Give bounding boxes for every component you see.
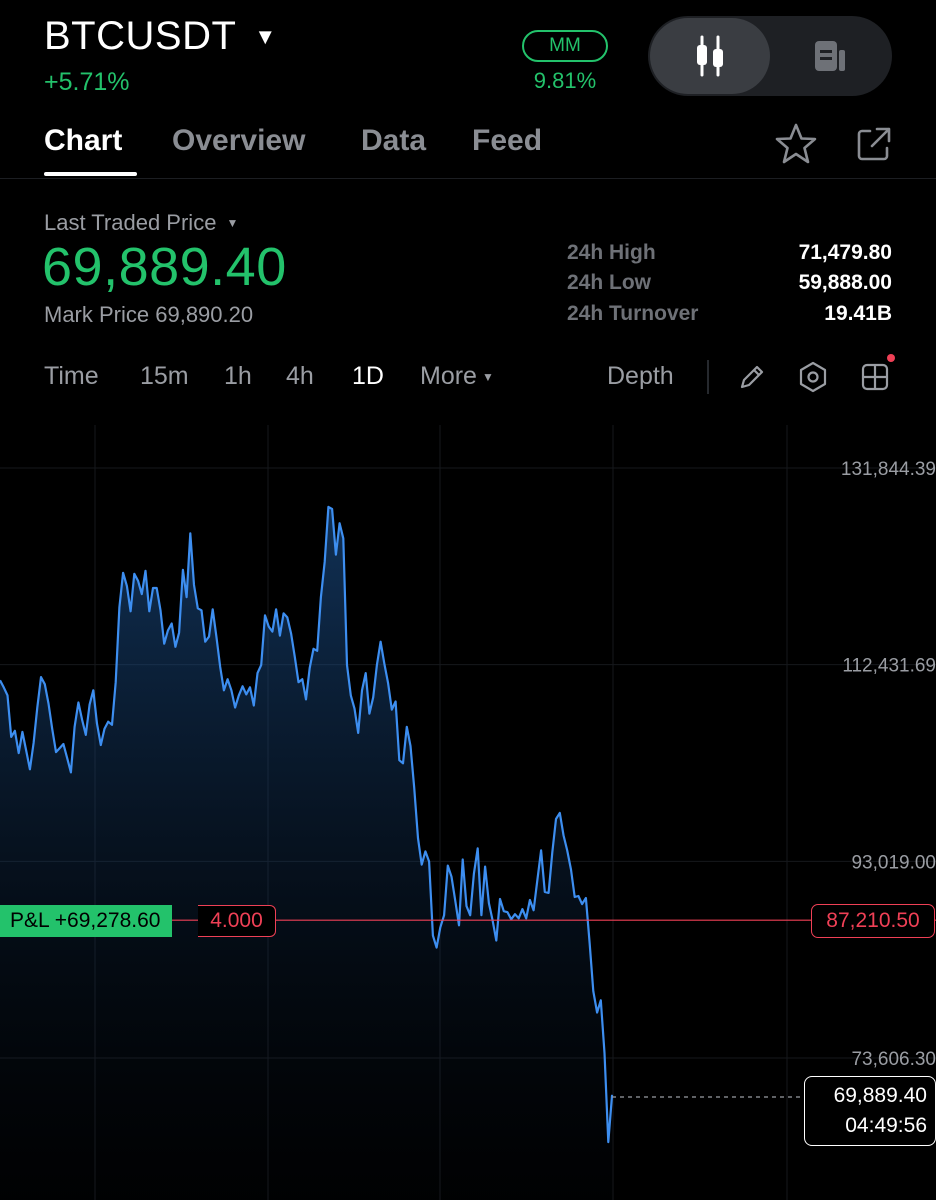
tab-feed[interactable]: Feed (472, 124, 543, 157)
price-change-percent: +5.71% (44, 68, 130, 96)
stat-label-24h-low: 24h Low (567, 271, 652, 294)
y-axis-tick-label: 131,844.39 (841, 459, 936, 480)
stat-value-24h-high: 71,479.80 (798, 241, 892, 264)
position-quantity[interactable]: 4.000 (198, 905, 276, 937)
caret-down-icon: ▼ (481, 369, 494, 384)
mark-price: Mark Price 69,890.20 (44, 302, 254, 327)
symbol-name: BTCUSDT (44, 14, 237, 58)
tab-data[interactable]: Data (361, 124, 427, 157)
favorite-star-icon[interactable] (772, 120, 820, 168)
pencil-icon[interactable] (735, 360, 769, 394)
mm-value: 9.81% (533, 68, 597, 93)
candlestick-icon (697, 35, 723, 77)
tab-chart[interactable]: Chart (44, 124, 123, 157)
toolbar-divider (707, 360, 709, 394)
price-area-fill (0, 506, 612, 1200)
interval-15m[interactable]: 15m (140, 362, 189, 390)
last-price-value: 69,889.40 (833, 1084, 927, 1107)
y-axis-tick-label: 93,019.00 (851, 852, 936, 873)
candlestick-view-button[interactable] (650, 18, 770, 94)
y-axis-tick-label: 112,431.69 (842, 656, 936, 677)
trade-view-button[interactable] (770, 18, 890, 94)
layout-grid-icon[interactable] (858, 360, 892, 394)
stat-value-24h-low: 59,888.00 (798, 271, 892, 294)
stat-value-24h-turnover: 19.41B (824, 302, 892, 325)
interval-time[interactable]: Time (44, 362, 99, 390)
interval-1h[interactable]: 1h (224, 362, 252, 390)
stat-label-24h-high: 24h High (567, 241, 656, 264)
candle-countdown: 04:49:56 (845, 1114, 927, 1137)
indicator-hexagon-icon[interactable] (796, 360, 830, 394)
mm-badge[interactable]: MM (522, 30, 608, 62)
pnl-tag[interactable]: P&L +69,278.60 (0, 905, 173, 937)
document-panel-icon (815, 41, 845, 71)
caret-down-icon: ▼ (254, 23, 277, 49)
interval-more-label: More (420, 362, 477, 390)
tab-overview[interactable]: Overview (172, 124, 306, 157)
last-traded-price: 69,889.40 (42, 237, 287, 297)
notification-dot (887, 354, 895, 362)
interval-1d[interactable]: 1D (352, 362, 384, 390)
last-price-box: 69,889.40 04:49:56 (804, 1076, 936, 1146)
active-tab-indicator (44, 172, 137, 176)
caret-down-icon: ▼ (226, 216, 239, 230)
y-axis-tick-label: 73,606.30 (851, 1049, 936, 1070)
ltp-label: Last Traded Price (44, 210, 217, 235)
share-icon[interactable] (852, 122, 896, 166)
interval-4h[interactable]: 4h (286, 362, 314, 390)
price-line (0, 505, 614, 1144)
stat-label-24h-turnover: 24h Turnover (567, 302, 699, 325)
entry-price-label: 87,210.50 (811, 904, 935, 938)
last-traded-price-selector[interactable]: Last Traded Price ▼ (44, 210, 238, 236)
symbol-selector[interactable]: BTCUSDT ▼ (44, 14, 277, 59)
interval-more[interactable]: More ▼ (420, 362, 494, 391)
depth-button[interactable]: Depth (607, 362, 674, 390)
tabs-divider (0, 178, 936, 179)
